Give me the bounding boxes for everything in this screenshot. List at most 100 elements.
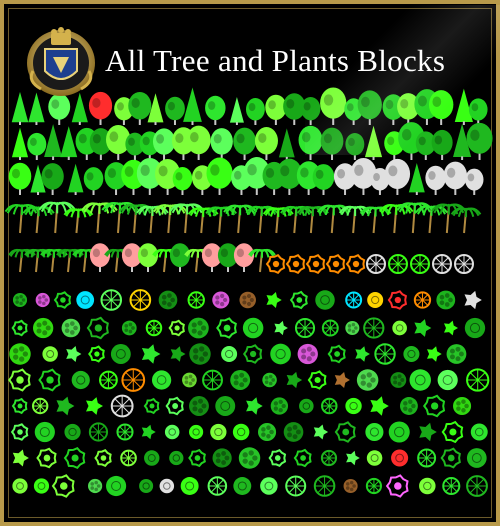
plant-block-icon <box>8 368 31 392</box>
plant-block-icon <box>315 290 335 310</box>
plant-block-icon <box>265 94 287 125</box>
plant-block-icon <box>28 92 45 125</box>
plant-block-icon <box>305 253 326 275</box>
plant-block-icon <box>443 161 468 195</box>
plant-block-icon <box>101 202 139 234</box>
plant-block-icon <box>444 320 458 336</box>
plant-block-icon <box>35 292 50 308</box>
plant-block-icon <box>221 345 238 363</box>
plant-block-icon <box>10 423 29 441</box>
plant-block-icon <box>422 394 446 418</box>
plant-block-icon <box>67 163 84 195</box>
plant-block-icon <box>189 424 204 440</box>
plant-block-icon <box>33 478 50 494</box>
plant-block-icon <box>238 447 261 469</box>
plant-block-icon <box>27 132 47 160</box>
plant-block-icon <box>83 167 104 195</box>
plant-block-icon <box>63 208 94 234</box>
plant-block-icon <box>216 317 237 339</box>
plant-block-icon <box>286 371 303 389</box>
plant-block-icon <box>453 123 472 160</box>
plant-block-icon <box>403 345 420 363</box>
plant-block-icon <box>189 343 211 365</box>
plant-block-icon <box>254 127 278 160</box>
plant-block-icon <box>170 346 186 362</box>
plant-block-icon <box>385 474 409 498</box>
plant-block-icon <box>408 163 425 195</box>
plant-block-icon <box>94 448 112 468</box>
plant-block-icon <box>242 344 263 364</box>
plant-block-icon <box>61 318 81 338</box>
plant-block-icon <box>333 163 357 195</box>
plant-block-icon <box>152 128 176 160</box>
plant-block-icon <box>378 204 414 234</box>
plant-block-icon <box>99 370 118 390</box>
plant-block-icon <box>390 372 407 388</box>
plant-block-icon <box>313 424 329 440</box>
plant-block-icon <box>120 449 137 467</box>
plant-block-icon <box>464 317 486 339</box>
plant-block-icon <box>66 346 82 362</box>
plant-block-icon <box>257 422 277 442</box>
plant-block-icon <box>38 201 76 234</box>
plant-block-icon <box>41 163 64 195</box>
plant-block-icon <box>104 162 128 195</box>
plant-block-icon <box>128 91 152 125</box>
plant-block-icon <box>409 369 431 391</box>
plant-block-icon <box>428 90 454 125</box>
plant-block-icon <box>36 447 57 469</box>
plant-block-icon <box>11 91 29 125</box>
plant-block-icon <box>116 423 134 441</box>
plant-block-icon <box>11 127 29 160</box>
plant-block-icon <box>121 368 146 392</box>
plant-block-icon <box>205 206 238 234</box>
plant-block-icon <box>276 158 303 195</box>
plant-block-icon <box>118 204 154 234</box>
plant-block-icon <box>145 319 163 337</box>
plant-block-icon <box>8 248 36 273</box>
plant-block-icon <box>391 449 409 467</box>
plant-block-icon <box>470 423 488 441</box>
plant-block-icon <box>357 90 382 125</box>
plant-block-icon <box>356 369 379 391</box>
plant-block-icon <box>425 165 446 195</box>
plant-block-icon <box>453 396 472 416</box>
plant-block-icon <box>388 254 408 274</box>
plant-block-icon <box>207 476 228 496</box>
plant-block-icon <box>417 448 437 468</box>
plant-block-icon <box>88 422 109 442</box>
plant-block-icon <box>366 450 383 466</box>
plant-block-icon <box>396 202 434 234</box>
plant-block-icon <box>440 447 461 469</box>
plant-block-icon <box>266 292 282 308</box>
plant-block-icon <box>106 475 127 497</box>
plant-block-icon <box>121 320 137 336</box>
plant-block-icon <box>172 166 193 195</box>
plant-block-icon <box>392 320 407 336</box>
plant-block-icon <box>88 91 113 125</box>
plant-block-icon <box>442 476 461 496</box>
plant-block-icon <box>345 291 363 309</box>
plant-block-icon <box>56 396 75 416</box>
plant-block-icon <box>450 207 482 234</box>
plant-block-icon <box>205 95 226 125</box>
plant-block-icon <box>63 447 86 469</box>
plant-block-icon <box>312 164 335 195</box>
plant-block-icon <box>274 320 288 336</box>
plant-block-icon <box>169 243 191 272</box>
plant-block-icon <box>64 423 81 441</box>
plant-block-icon <box>468 98 488 125</box>
plant-block-icon <box>30 164 46 195</box>
plant-block-icon <box>86 316 109 340</box>
plant-block-icon <box>110 344 131 364</box>
plant-block-icon <box>153 204 188 234</box>
plant-block-icon <box>100 289 123 311</box>
plant-block-icon <box>34 421 55 443</box>
plant-block-icon <box>48 93 71 125</box>
plant-block-icon <box>129 289 152 311</box>
plant-block-icon <box>367 291 384 309</box>
plant-block-icon <box>283 93 306 125</box>
plant-block-icon <box>110 394 134 418</box>
plant-block-icon <box>169 450 184 466</box>
plant-block-icon <box>137 243 159 272</box>
